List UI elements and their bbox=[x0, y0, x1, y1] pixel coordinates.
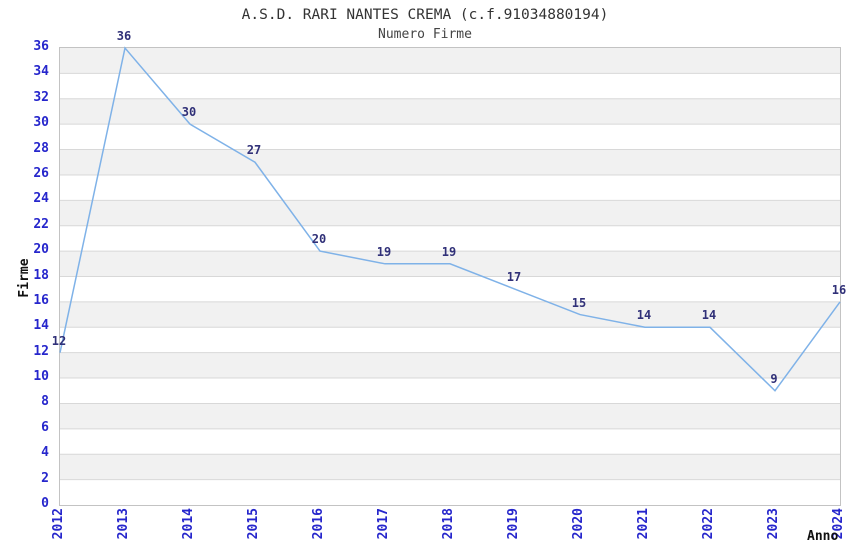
x-tick-label: 2014 bbox=[181, 508, 196, 540]
y-tick-label: 10 bbox=[33, 369, 49, 385]
x-tick-label: 2016 bbox=[311, 508, 326, 540]
y-tick-label: 30 bbox=[33, 115, 49, 131]
x-tick-label: 2018 bbox=[441, 508, 456, 540]
y-tick-label: 14 bbox=[33, 318, 49, 334]
plot-area bbox=[59, 46, 841, 506]
data-point-label: 12 bbox=[51, 333, 67, 348]
background-band bbox=[60, 225, 840, 252]
data-point-label: 14 bbox=[701, 308, 717, 323]
x-tick-label: 2015 bbox=[246, 508, 261, 540]
y-tick-label: 26 bbox=[33, 165, 49, 181]
y-tick-label: 6 bbox=[41, 419, 49, 435]
background-band bbox=[60, 149, 840, 175]
chart-title: A.S.D. RARI NANTES CREMA (c.f.9103488019… bbox=[241, 7, 609, 23]
x-tick-label: 2022 bbox=[701, 508, 716, 540]
x-tick-label: 2023 bbox=[766, 508, 781, 540]
data-point-label: 15 bbox=[571, 295, 587, 310]
background-band bbox=[60, 479, 840, 505]
y-tick-label: 16 bbox=[33, 292, 49, 308]
data-point-label: 36 bbox=[116, 29, 132, 43]
data-point-label: 14 bbox=[636, 308, 652, 323]
x-tick-label: 2013 bbox=[116, 508, 131, 540]
x-tick-label: 2012 bbox=[51, 508, 66, 540]
background-band bbox=[60, 124, 840, 150]
y-tick-label: 34 bbox=[33, 64, 49, 80]
y-tick-label: 18 bbox=[33, 267, 49, 283]
data-point-label: 30 bbox=[181, 105, 197, 120]
y-tick-label: 12 bbox=[33, 343, 49, 359]
chart-subtitle: Numero Firme bbox=[378, 27, 472, 42]
data-point-label: 17 bbox=[506, 270, 522, 285]
background-band bbox=[60, 48, 840, 74]
background-band bbox=[60, 200, 840, 226]
y-tick-label: 32 bbox=[33, 89, 49, 105]
data-point-label: 16 bbox=[831, 282, 847, 297]
y-tick-label: 4 bbox=[41, 445, 49, 461]
background-band bbox=[60, 403, 840, 429]
y-tick-label: 24 bbox=[33, 191, 49, 207]
data-point-label: 9 bbox=[770, 371, 778, 386]
series-line bbox=[59, 46, 841, 392]
x-tick-label: 2020 bbox=[571, 508, 586, 540]
x-tick-label: 2019 bbox=[506, 508, 521, 540]
y-tick-label: 8 bbox=[41, 394, 49, 410]
background-band bbox=[60, 378, 840, 404]
x-tick-label: 2017 bbox=[376, 508, 391, 540]
background-band bbox=[60, 327, 840, 353]
x-tick-label: 2021 bbox=[636, 508, 651, 540]
data-point-label: 20 bbox=[311, 232, 327, 247]
background-band bbox=[60, 174, 840, 201]
y-tick-label: 0 bbox=[41, 496, 49, 511]
y-tick-label: 28 bbox=[33, 140, 49, 156]
background-band bbox=[60, 98, 840, 125]
y-tick-label: 2 bbox=[41, 470, 49, 486]
y-tick-label: 22 bbox=[33, 216, 49, 232]
line-chart bbox=[59, 46, 841, 505]
y-tick-label: 36 bbox=[33, 39, 49, 54]
data-point-label: 19 bbox=[441, 244, 457, 259]
background-band bbox=[60, 73, 840, 99]
background-band bbox=[60, 301, 840, 328]
background-band bbox=[60, 428, 840, 455]
y-tick-label: 20 bbox=[33, 242, 49, 258]
background-band bbox=[60, 352, 840, 379]
background-band bbox=[60, 454, 840, 480]
data-point-label: 19 bbox=[376, 244, 392, 259]
background-band bbox=[60, 276, 840, 302]
y-axis-title: Firme bbox=[17, 258, 32, 298]
x-axis-title: Anno bbox=[807, 529, 839, 544]
data-point-label: 27 bbox=[246, 143, 262, 158]
